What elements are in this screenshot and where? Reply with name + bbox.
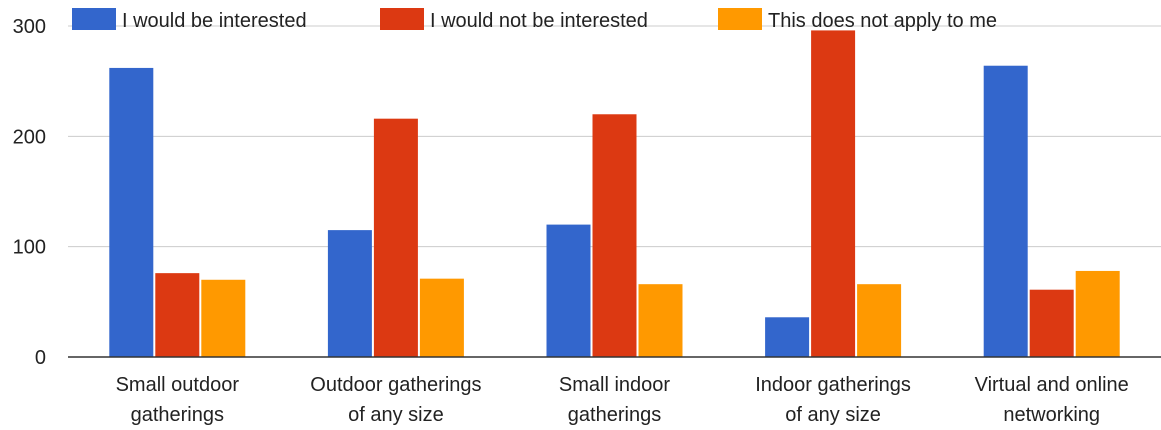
bar — [201, 279, 246, 357]
x-tick-label: Small outdoor — [116, 374, 240, 396]
bar — [155, 273, 200, 357]
bar — [857, 284, 902, 357]
x-tick-label: Virtual and online — [975, 374, 1129, 396]
bar — [546, 224, 591, 357]
y-tick-label: 0 — [35, 347, 46, 369]
legend-swatch — [718, 8, 762, 30]
y-axis-ticks: 0 100 200 300 — [13, 16, 46, 369]
y-tick-label: 100 — [13, 237, 46, 259]
legend-label: I would be interested — [122, 10, 307, 32]
x-tick-label: Outdoor gatherings — [310, 374, 481, 396]
bar — [1029, 289, 1074, 357]
bars — [109, 30, 1120, 358]
legend-swatch — [72, 8, 116, 30]
x-tick-label: gatherings — [568, 404, 661, 426]
legend-swatch — [380, 8, 424, 30]
legend-label: This does not apply to me — [768, 10, 997, 32]
x-tick-label: networking — [1003, 404, 1100, 426]
x-tick-label: of any size — [348, 404, 444, 426]
x-tick-label: of any size — [785, 404, 881, 426]
y-tick-label: 200 — [13, 126, 46, 148]
bar — [983, 65, 1028, 357]
bar — [327, 230, 372, 357]
x-axis-labels: Small outdoor gatherings Outdoor gathering… — [116, 374, 1129, 426]
bar — [419, 278, 464, 357]
bar — [592, 114, 637, 358]
bar — [1075, 270, 1120, 357]
bar — [373, 118, 418, 358]
x-tick-label: Small indoor — [559, 374, 671, 396]
x-tick-label: Indoor gatherings — [755, 374, 911, 396]
bar — [638, 284, 683, 357]
bar — [765, 317, 810, 357]
legend-label: I would not be interested — [430, 10, 648, 32]
x-tick-label: gatherings — [131, 404, 224, 426]
bar — [109, 67, 154, 357]
y-tick-label: 300 — [13, 16, 46, 38]
legend[interactable]: I would be interested I would not be inte… — [72, 8, 997, 32]
bar — [811, 30, 856, 358]
